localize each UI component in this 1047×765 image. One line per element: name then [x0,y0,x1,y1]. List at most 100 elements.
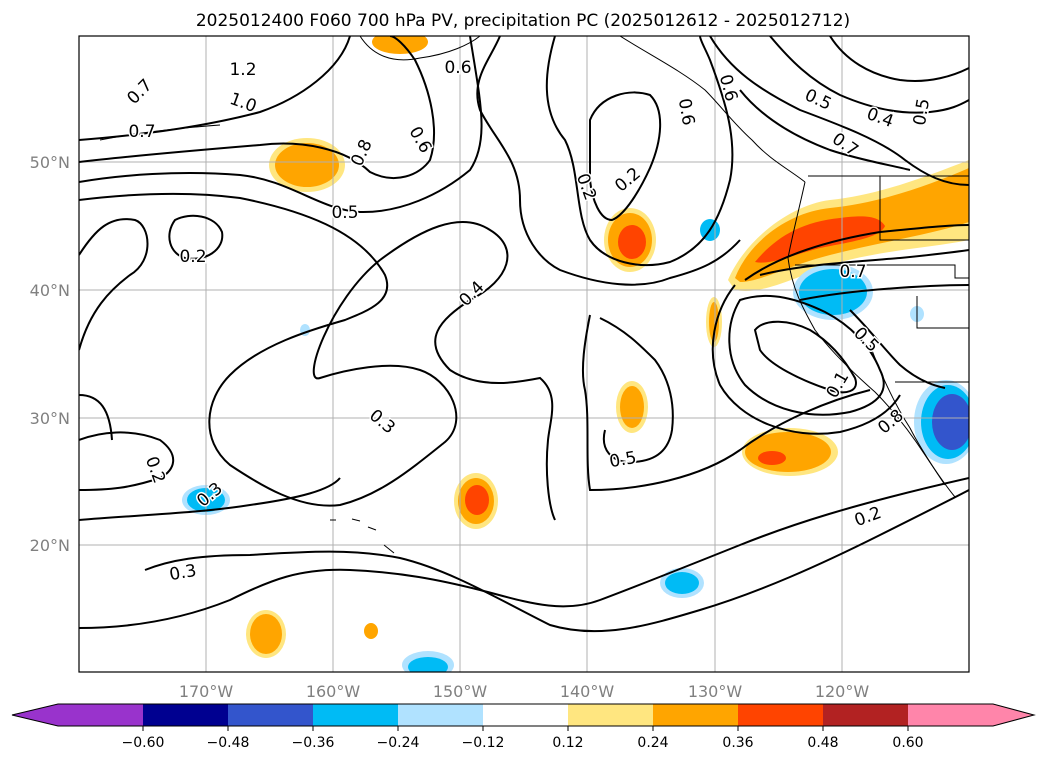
colorbar-tick-label: 0.48 [807,735,838,751]
colorbar-tick-label: 0.24 [637,735,668,751]
colorbar-segment [908,704,993,726]
colorbar-segment [653,704,738,726]
precip-blob [465,485,489,515]
pv-contour [79,36,436,179]
pv-contour [79,477,341,521]
pv-contour [849,309,946,389]
colorbar-segment [568,704,653,726]
lon-label-140w: 140°W [560,682,615,701]
lat-label-40n: 40°N [30,281,70,300]
pv-contour [711,284,901,435]
precip-blob [372,36,428,54]
lon-label-150w: 150°W [433,682,488,701]
colorbar-extend-high [993,704,1034,726]
pv-contour [744,224,969,281]
pv-contour [79,192,556,521]
lat-label-50n: 50°N [30,153,70,172]
pv-contour [753,320,857,394]
pv-contour [144,489,969,633]
lon-label-170w: 170°W [179,682,234,701]
pv-contour [79,218,149,351]
precip-blob [620,386,644,428]
lon-label-130w: 130°W [688,682,743,701]
contour-label: 1.2 [229,60,256,80]
bc-coast [619,36,806,183]
contour-label: 0.5 [331,203,358,223]
precip-blob [799,269,867,315]
latitude-labels: 50°N 40°N 30°N 20°N [30,153,70,555]
lon-label-160w: 160°W [306,682,361,701]
state-border [879,176,969,241]
contour-label: 0.7 [839,262,866,282]
pv-contour [759,249,969,276]
colorbar-tick-label: 0.60 [892,735,923,751]
contour-label: 0.6 [444,58,471,78]
pv-contour [79,36,483,214]
pv-contour [829,36,969,82]
precip-blob [364,623,378,639]
colorbar-tick-label: 0.36 [722,735,753,751]
colorbar-tick-label: −0.36 [292,735,335,751]
map-background [79,36,969,672]
map-frame [78,35,970,673]
colorbar-tick-label: −0.60 [122,735,165,751]
lat-label-30n: 30°N [30,409,70,428]
colorbar-segment [143,704,228,726]
coastlines [99,36,969,554]
pv-contour [739,89,911,171]
precip-blob [932,394,969,450]
pv-contour [589,91,662,222]
colorbar-segment [398,704,483,726]
pv-contour [79,477,969,629]
pv-contour [168,214,224,260]
gridlines [79,36,969,672]
figure-title: 2025012400 F060 700 hPa PV, precipitatio… [196,11,850,31]
pv-contour [79,394,113,441]
precip-blob [709,302,719,342]
contour-label: 0.5 [910,97,934,127]
colorbar-outline [11,703,1036,727]
pv-contours [79,36,969,633]
colorbar-segment [483,704,568,726]
colorbar-segment [228,704,313,726]
contour-label: 0.7 [128,122,155,142]
colorbar-extend-low [12,704,58,726]
colorbar-tick-label: 0.12 [552,735,583,751]
colorbar-segment [58,704,143,726]
contour-label: 0.2 [179,247,206,267]
precip-blob [618,225,646,259]
precip-blob [758,451,786,465]
colorbar-tick-label: −0.24 [377,735,420,751]
hawaii-islands [330,518,395,554]
longitude-labels: 170°W 160°W 150°W 140°W 130°W 120°W [179,682,870,701]
colorbar-tick-label: −0.12 [462,735,505,751]
pv-contour [769,36,969,114]
colorbar-segment [738,704,823,726]
precip-blob [250,614,282,654]
map-panel: 1.20.7 1.00.70.60.60.80.50.20.40.30.20.30… [79,36,969,672]
precip-band [755,216,885,263]
pv-contour [79,431,175,491]
pv-contour [799,284,969,301]
pv-contour [581,314,871,492]
precip-blob [665,572,699,594]
lat-label-20n: 20°N [30,536,70,555]
colorbar: −0.60 −0.48 −0.36 −0.24 −0.12 0.12 0.24 0.36 0.4… [11,703,1036,751]
pv-contour [709,36,969,186]
colorbar-tick-label: −0.48 [207,735,250,751]
precip-blob [408,657,448,672]
pv-contour [545,36,734,266]
pv-contour [728,294,885,416]
state-border [795,264,969,279]
alaska-coast [359,36,481,61]
colorbar-segment [313,704,398,726]
pv-contour [476,36,741,286]
contour-label: 0.5 [608,448,638,472]
state-border [916,296,969,329]
lon-label-120w: 120°W [815,682,870,701]
colorbar-segment [823,704,908,726]
precip-blob [275,143,339,187]
pv-contour [79,36,351,141]
pv-contour [599,317,674,464]
